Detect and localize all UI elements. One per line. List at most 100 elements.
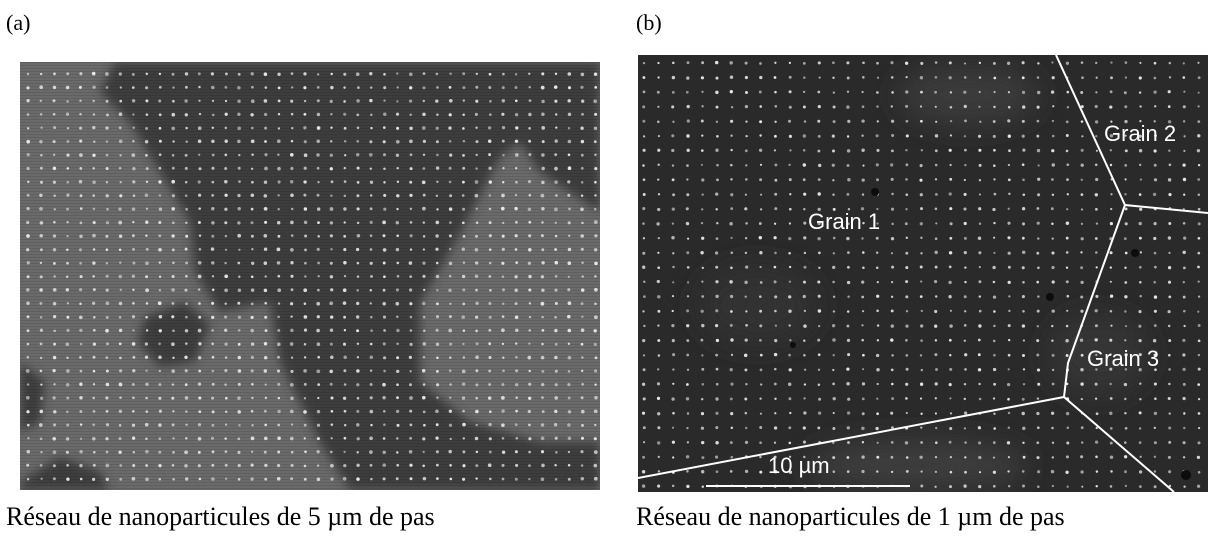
nanoparticle-dot xyxy=(1095,485,1098,488)
nanoparticle-dot xyxy=(40,166,43,170)
nanoparticle-dot xyxy=(832,411,835,415)
nanoparticle-dot xyxy=(1007,265,1011,269)
nanoparticle-dot xyxy=(211,180,215,184)
nanoparticle-dot xyxy=(264,220,268,224)
nanoparticle-dot xyxy=(211,355,215,359)
nanoparticle-dot xyxy=(396,342,399,345)
nanoparticle-dot xyxy=(448,234,452,238)
nanoparticle-dot xyxy=(26,153,30,157)
nanoparticle-dot xyxy=(461,274,466,279)
nanoparticle-dot xyxy=(1037,382,1041,386)
nanoparticle-dot xyxy=(343,194,347,198)
nanoparticle-dot xyxy=(39,234,43,238)
nanoparticle-dot xyxy=(145,464,148,467)
nanoparticle-dot xyxy=(488,248,492,251)
nanoparticle-dot xyxy=(875,236,879,240)
nanoparticle-dot xyxy=(198,153,201,156)
nanoparticle-dot xyxy=(846,149,851,153)
nanoparticle-dot xyxy=(920,339,923,342)
nanoparticle-dot xyxy=(1196,484,1201,488)
nanoparticle-dot xyxy=(237,410,241,414)
nanoparticle-dot xyxy=(788,236,792,241)
nanoparticle-dot xyxy=(276,247,281,252)
nanoparticle-dot xyxy=(934,207,938,211)
nanoparticle-dot xyxy=(514,234,518,238)
nanoparticle-dot xyxy=(52,368,56,373)
nanoparticle-dot xyxy=(39,301,43,305)
nanoparticle-dot xyxy=(554,234,558,238)
nanoparticle-dot xyxy=(329,153,333,157)
nanoparticle-dot xyxy=(106,207,109,211)
nanoparticle-dot xyxy=(210,247,215,251)
nanoparticle-dot xyxy=(501,383,505,386)
nanoparticle-dot xyxy=(672,120,675,124)
nanoparticle-dot xyxy=(540,477,545,481)
nanoparticle-dot xyxy=(514,342,518,345)
nanoparticle-dot xyxy=(343,329,347,332)
nanoparticle-dot xyxy=(475,423,478,427)
nanoparticle-dot xyxy=(774,178,778,182)
nanoparticle-dot xyxy=(1139,295,1142,298)
nanoparticle-dot xyxy=(963,104,967,109)
nanoparticle-dot xyxy=(920,135,923,138)
nanoparticle-dot xyxy=(26,166,30,171)
nanoparticle-dot xyxy=(528,423,531,427)
nanoparticle-dot xyxy=(657,61,660,65)
nanoparticle-dot xyxy=(250,463,254,467)
nanoparticle-dot xyxy=(118,274,123,279)
nanoparticle-dot xyxy=(172,99,175,103)
nanoparticle-dot xyxy=(701,295,705,298)
nanoparticle-dot xyxy=(1197,310,1200,313)
nanoparticle-dot xyxy=(817,280,821,284)
nanoparticle-dot xyxy=(145,329,149,332)
nanoparticle-dot xyxy=(1153,236,1157,241)
nanoparticle-dot xyxy=(581,315,584,318)
nanoparticle-dot xyxy=(1109,411,1113,416)
nanoparticle-dot xyxy=(528,167,532,170)
nanoparticle-dot xyxy=(119,86,122,89)
nanoparticle-dot xyxy=(91,71,96,76)
nanoparticle-dot xyxy=(1198,398,1201,401)
nanoparticle-dot xyxy=(1197,441,1201,445)
nanoparticle-dot xyxy=(449,221,452,224)
nanoparticle-dot xyxy=(66,328,70,332)
nanoparticle-dot xyxy=(383,86,387,90)
nanoparticle-dot xyxy=(317,221,320,225)
nanoparticle-dot xyxy=(264,423,267,427)
nanoparticle-dot xyxy=(184,464,188,468)
nanoparticle-dot xyxy=(1139,382,1142,385)
nanoparticle-dot xyxy=(891,265,895,269)
nanoparticle-dot xyxy=(198,234,202,237)
nanoparticle-dot xyxy=(1153,61,1157,65)
nanoparticle-dot xyxy=(144,193,149,198)
nanoparticle-dot xyxy=(329,261,333,265)
nanoparticle-dot xyxy=(422,355,426,359)
nanoparticle-dot xyxy=(964,353,968,357)
nanoparticle-dot xyxy=(774,90,777,94)
nanoparticle-dot xyxy=(422,235,426,238)
nanoparticle-dot xyxy=(409,139,413,144)
nanoparticle-dot xyxy=(488,207,492,211)
nanoparticle-dot xyxy=(580,194,584,197)
nanoparticle-dot xyxy=(92,369,96,373)
nanoparticle-dot xyxy=(847,119,851,124)
nanoparticle-dot xyxy=(79,139,83,143)
nanoparticle-dot xyxy=(832,265,836,270)
nanoparticle-dot xyxy=(528,112,532,117)
nanoparticle-dot xyxy=(52,287,57,292)
nanoparticle-dot xyxy=(118,248,122,252)
nanoparticle-dot xyxy=(237,315,242,319)
nanoparticle-dot xyxy=(701,61,705,65)
nanoparticle-dot xyxy=(1197,265,1200,269)
nanoparticle-dot xyxy=(27,127,30,130)
nanoparticle-dot xyxy=(250,275,254,279)
nanoparticle-dot xyxy=(948,485,953,489)
nanoparticle-dot xyxy=(1008,192,1011,196)
nanoparticle-dot xyxy=(263,409,267,413)
nanoparticle-dot xyxy=(759,163,763,166)
nanoparticle-dot xyxy=(759,412,762,415)
nanoparticle-dot xyxy=(488,302,492,305)
nanoparticle-dot xyxy=(369,72,373,76)
nanoparticle-dot xyxy=(515,437,519,440)
nanoparticle-dot xyxy=(343,100,346,103)
